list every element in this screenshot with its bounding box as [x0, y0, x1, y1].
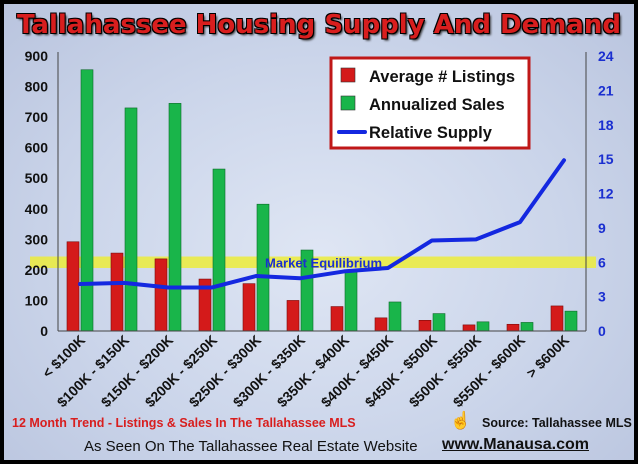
y-right-tick-4: 12: [598, 186, 614, 202]
y-right-tick-6: 18: [598, 117, 614, 133]
legend-label-0: Average # Listings: [369, 68, 515, 86]
bar-listings-2: [154, 258, 168, 332]
footer-seen-on: As Seen On The Tallahassee Real Estate W…: [84, 438, 418, 455]
y-left-tick-4: 400: [25, 201, 49, 217]
legend-label-1: Annualized Sales: [369, 96, 505, 114]
y-right-tick-8: 24: [598, 48, 614, 64]
bar-sales-3: [212, 168, 226, 332]
y-right-tick-7: 21: [598, 82, 614, 98]
bar-sales-6: [344, 269, 358, 332]
bar-listings-4: [242, 283, 256, 332]
chart-title: Tallahassee Housing Supply And Demand: [17, 10, 621, 40]
footer-source: Source: Tallahassee MLS: [482, 416, 632, 430]
bar-sales-9: [476, 321, 490, 332]
bar-listings-0: [66, 241, 80, 332]
bar-listings-11: [550, 305, 564, 332]
bar-listings-6: [330, 306, 344, 332]
y-left-tick-8: 800: [25, 79, 49, 95]
bar-listings-8: [418, 320, 432, 332]
y-right-tick-0: 0: [598, 323, 606, 339]
y-left-tick-2: 200: [25, 262, 49, 278]
y-right-tick-5: 15: [598, 151, 614, 167]
y-right-tick-3: 9: [598, 220, 606, 236]
y-left-tick-0: 0: [40, 323, 48, 339]
footer-trend-note: 12 Month Trend - Listings & Sales In The…: [12, 416, 356, 430]
legend-swatch-1: [340, 95, 356, 111]
bar-listings-1: [110, 252, 124, 332]
legend-swatch-0: [340, 67, 356, 83]
y-left-tick-3: 300: [25, 231, 49, 247]
y-left-tick-1: 100: [25, 292, 49, 308]
bar-sales-11: [564, 310, 578, 332]
bar-sales-7: [388, 301, 402, 332]
bar-listings-5: [286, 300, 300, 332]
y-left-tick-5: 500: [25, 170, 49, 186]
footer-website-link[interactable]: www.Manausa.com: [442, 436, 589, 453]
relative-supply-line: [78, 158, 566, 290]
bar-listings-7: [374, 317, 388, 332]
y-right-tick-2: 6: [598, 254, 606, 270]
bar-sales-2: [168, 103, 182, 332]
bar-sales-10: [520, 322, 534, 332]
y-left-tick-7: 700: [25, 109, 49, 125]
bar-sales-8: [432, 313, 446, 332]
y-left-tick-6: 600: [25, 140, 49, 156]
bar-listings-10: [506, 323, 520, 332]
y-right-tick-1: 3: [598, 289, 606, 305]
x-tick-11: > $600K: [523, 332, 572, 381]
bar-sales-0: [80, 69, 94, 332]
equilibrium-label: Market Equilibrium: [265, 255, 382, 270]
bar-sales-1: [124, 107, 138, 332]
y-left-tick-9: 900: [25, 48, 49, 64]
hand-icon: ☝: [450, 411, 472, 430]
bar-listings-9: [462, 324, 476, 332]
legend-label-2: Relative Supply: [369, 124, 493, 142]
